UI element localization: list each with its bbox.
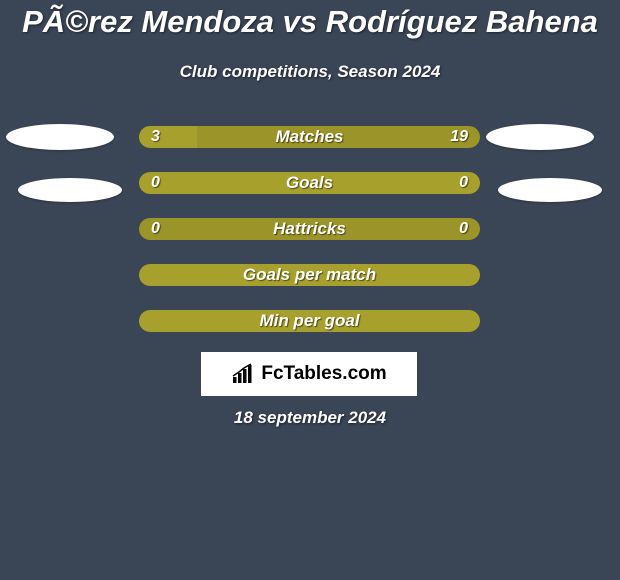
player-badge-ellipse — [498, 178, 602, 202]
stat-bar: Goals per match — [139, 264, 480, 286]
player-badge-ellipse — [6, 124, 114, 150]
brand-badge: FcTables.com — [201, 352, 417, 396]
stat-bar-right-value: 0 — [459, 172, 468, 194]
stat-bar: Matches3 19 — [139, 126, 480, 148]
stat-bar-label: Goals — [139, 172, 480, 194]
date-text: 18 september 2024 — [0, 408, 620, 428]
stat-bar-right-value: 19 — [450, 126, 468, 148]
stat-bar-left-value: 0 — [151, 172, 160, 194]
stat-bar-label: Min per goal — [139, 310, 480, 332]
stat-bar: Goals0 0 — [139, 172, 480, 194]
stat-bar-label: Goals per match — [139, 264, 480, 286]
page-subtitle: Club competitions, Season 2024 — [0, 62, 620, 82]
comparison-infographic: PÃ©rez Mendoza vs Rodríguez Bahena Club … — [0, 0, 620, 580]
player-badge-ellipse — [486, 124, 594, 150]
stat-bar-label: Hattricks — [139, 218, 480, 240]
stat-bar-left-value: 0 — [151, 218, 160, 240]
brand-text: FcTables.com — [261, 363, 386, 385]
player-badge-ellipse — [18, 178, 122, 202]
stat-bar-label: Matches — [139, 126, 480, 148]
stat-bar-right-value: 0 — [459, 218, 468, 240]
stat-bar: Min per goal — [139, 310, 480, 332]
stat-bar-left-value: 3 — [151, 126, 160, 148]
page-title: PÃ©rez Mendoza vs Rodríguez Bahena — [0, 4, 620, 40]
bar-chart-logo-icon — [231, 363, 257, 385]
stat-bar: Hattricks0 0 — [139, 218, 480, 240]
